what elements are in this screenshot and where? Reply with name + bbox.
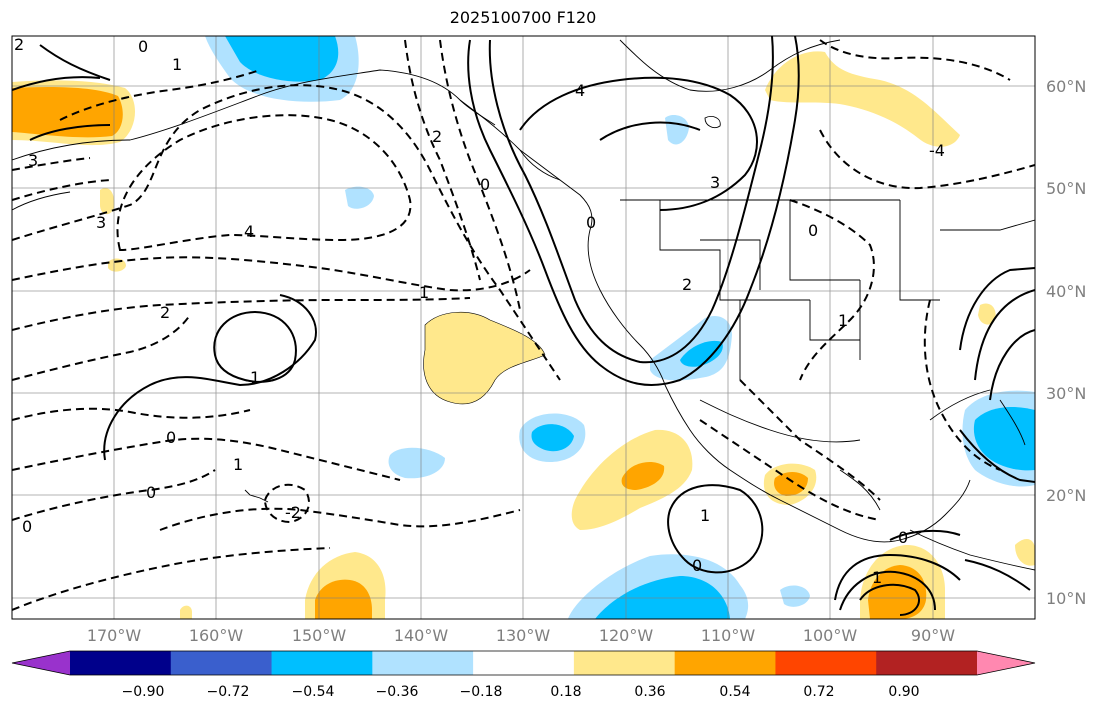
colorbar-tick-label: 0.54 [719, 684, 751, 700]
contour-label: 2 [432, 127, 442, 146]
contour-label: 0 [586, 213, 596, 232]
yellow-anomaly-small5 [180, 605, 192, 619]
colorbar-cell [573, 651, 676, 675]
contour-label: 1 [700, 506, 710, 525]
contour-label: 0 [808, 221, 818, 240]
contour-label: 2 [160, 303, 170, 322]
contour-label: 2 [682, 275, 692, 294]
contour-label: 0 [138, 37, 148, 56]
contour-label: 0 [166, 428, 176, 447]
contours [12, 36, 1035, 616]
blue-anomaly-florida-core [973, 407, 1035, 471]
yellow-anomaly-nw-small [100, 188, 115, 215]
orange-anomaly-mexico-core [774, 472, 808, 496]
colorbar-tick-label: −0.72 [206, 684, 250, 700]
colorbar-cell [70, 651, 172, 675]
lon-label: 140°W [393, 626, 449, 645]
blue-anomaly-baja-core [680, 340, 723, 367]
colorbar-extend-low [12, 651, 70, 675]
colorbar-tick-label: −0.90 [121, 684, 165, 700]
lon-label: 170°W [86, 626, 142, 645]
colorbar-tick-label: 0.72 [803, 684, 835, 700]
map-title: 2025100700 F120 [449, 8, 597, 27]
colorbar-cell [271, 651, 373, 675]
contour-label: 0 [692, 556, 702, 575]
blue-anomaly-alaska-core [225, 36, 339, 82]
contour-label: 4 [244, 222, 254, 241]
colorbar-cell [876, 651, 978, 675]
contour-label: 1 [838, 311, 848, 330]
lat-label: 20°N [1046, 486, 1087, 505]
contour-label: 1 [233, 455, 243, 474]
contour-label: 1 [419, 283, 429, 302]
colorbar-tick-label: 0.90 [888, 684, 920, 700]
lon-label: 130°W [495, 626, 551, 645]
orange-anomaly-nw-core [12, 86, 123, 138]
colorbar-extend-high [977, 651, 1035, 675]
yellow-anomaly-small6 [108, 258, 126, 272]
blue-anomaly-bottom-core [595, 576, 730, 619]
colorbar-outline [11, 650, 1036, 676]
contour-label: 4 [575, 81, 585, 100]
contour-label: -2 [285, 503, 301, 522]
contour-label: 0 [898, 528, 908, 547]
yellow-anomaly-small3 [978, 303, 996, 325]
contour-label: 3 [28, 151, 38, 170]
colorbar-cell [473, 651, 575, 675]
contour-label: 1 [172, 55, 182, 74]
contour-label: 0 [22, 517, 32, 536]
contour-label: 3 [96, 213, 106, 232]
lat-label: 50°N [1046, 179, 1087, 198]
colorbar-cell [775, 651, 877, 675]
contour-label: 2 [14, 35, 24, 54]
colorbar-cell [372, 651, 474, 675]
colorbar [11, 650, 1036, 676]
lat-label: 30°N [1046, 384, 1087, 403]
lon-label: 150°W [291, 626, 347, 645]
yellow-anomaly-right-small [1015, 538, 1035, 566]
yellow-anomaly-canada [765, 51, 960, 147]
blue-anomaly-center-core [531, 424, 574, 452]
colorbar-cell [674, 651, 776, 675]
shading-layer [12, 36, 1035, 619]
lon-label: 90°W [910, 626, 956, 645]
contour-label: 1 [872, 568, 882, 587]
contour-label: 0 [480, 175, 490, 194]
colorbar-tick-label: −0.18 [459, 684, 503, 700]
lon-label: 160°W [188, 626, 244, 645]
colorbar-tick-label: 0.18 [550, 684, 582, 700]
gridlines [12, 36, 1035, 619]
colorbar-tick-label: −0.54 [291, 684, 335, 700]
yellow-anomaly-pacific [423, 311, 546, 405]
lon-label: 110°W [700, 626, 756, 645]
blue-anomaly-small2 [665, 115, 689, 145]
blue-anomaly-hawaii [388, 447, 445, 479]
lat-label: 10°N [1046, 589, 1087, 608]
colorbar-cell [170, 651, 273, 675]
contour-label: 1 [250, 368, 260, 387]
colorbar-tick-label: 0.36 [634, 684, 666, 700]
orange-anomaly-central-america-core [868, 565, 927, 619]
lon-label: 100°W [802, 626, 858, 645]
blue-anomaly-small4 [780, 585, 810, 607]
contour-label: 3 [710, 173, 720, 192]
lon-label: 120°W [598, 626, 654, 645]
orange-anomaly-south-core [621, 462, 665, 490]
lat-label: 60°N [1046, 77, 1087, 96]
contour-label: 0 [146, 483, 156, 502]
map-frame [11, 35, 1036, 620]
lat-label: 40°N [1046, 282, 1087, 301]
blue-anomaly-baja [650, 315, 732, 381]
contour-labels: 2 0 1 3 3 4 2 1 0 0 3 2 -4 1 2 1 0 1 0 -… [14, 35, 945, 587]
colorbar-tick-label: −0.36 [375, 684, 419, 700]
orange-anomaly-bottom-left-core [315, 579, 372, 619]
contour-label: -4 [929, 141, 945, 160]
blue-anomaly-small1 [345, 186, 374, 209]
